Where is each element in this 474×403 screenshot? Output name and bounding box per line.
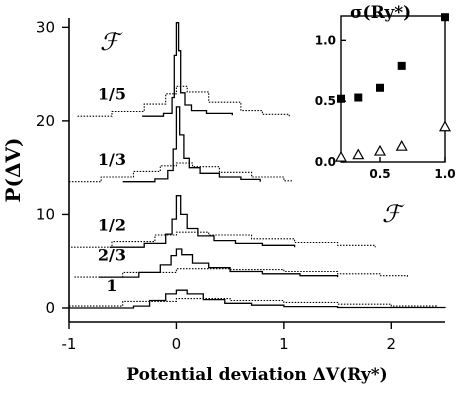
curve-dotted-1-5 — [77, 85, 290, 117]
inset-square-point — [376, 83, 384, 92]
curve-label: 2/3 — [98, 245, 126, 264]
curve-label: 1 — [106, 276, 117, 295]
inset-y-tick-label: 1.0 — [315, 33, 336, 47]
inset-square-point — [337, 94, 345, 103]
inset-triangle-point — [334, 150, 348, 162]
inset-y-label: σ(Ry*) — [350, 3, 411, 23]
script-f-legend-symbol: ℱ — [100, 28, 123, 56]
sigma-inset: σ(Ry*) ℱ 0.0 0.5 1.0 0.5 1.0 — [315, 3, 456, 228]
curve-label: 1/5 — [98, 84, 126, 103]
inset-frame — [340, 15, 446, 163]
y-tick-label: 0 — [45, 299, 55, 317]
y-tick-label: 30 — [36, 18, 55, 36]
inset-points — [334, 13, 452, 162]
x-axis-label: Potential deviation ΔV(Ry*) — [126, 365, 387, 385]
curve-dotted-1 — [69, 298, 437, 307]
x-tick-label: 2 — [387, 335, 397, 353]
inset-x-tick-label: 0.5 — [369, 167, 390, 181]
curve-solid-1 — [69, 289, 446, 309]
y-tick-label: 10 — [36, 205, 55, 223]
curve-label: 1/3 — [98, 150, 126, 169]
distribution-curves — [69, 22, 446, 309]
inset-x-label: ℱ — [382, 200, 405, 228]
inset-y-tick-label: 0.0 — [315, 155, 336, 169]
x-tick-label: 0 — [172, 335, 182, 353]
y-ticks: 0 10 20 30 — [36, 18, 69, 317]
curve-solid-1-5 — [142, 22, 233, 117]
curve-solid-2-3 — [99, 248, 339, 278]
y-tick-label: 20 — [36, 112, 55, 130]
inset-square-point — [397, 61, 406, 70]
curve-label: 1/2 — [98, 215, 126, 234]
inset-y-tick-label: 0.5 — [315, 94, 336, 108]
inset-triangle-point — [395, 139, 408, 151]
curve-labels: 1/5 1/3 1/2 2/3 1 — [98, 84, 126, 295]
inset-triangle-point — [438, 120, 452, 132]
curve-solid-1-2 — [109, 195, 296, 248]
y-axis-label: P(ΔV) — [1, 138, 25, 203]
inset-x-tick-label: 1.0 — [434, 167, 455, 181]
x-tick-label: 1 — [279, 335, 289, 353]
curve-dotted-1-3 — [69, 162, 294, 183]
curve-dotted-1-2 — [71, 231, 376, 248]
main-axes: -1 0 1 2 0 10 20 30 — [36, 18, 445, 353]
inset-square-point — [354, 93, 363, 102]
inset-square-point — [441, 13, 449, 22]
inset-triangle-point — [373, 144, 387, 156]
inset-ticks: 0.0 0.5 1.0 0.5 1.0 — [315, 33, 456, 181]
curve-dotted-2-3 — [74, 268, 408, 278]
x-tick-label: -1 — [62, 335, 77, 353]
curve-solid-1-3 — [122, 106, 261, 183]
x-ticks: -1 0 1 2 — [62, 322, 397, 353]
inset-triangle-point — [352, 148, 365, 160]
